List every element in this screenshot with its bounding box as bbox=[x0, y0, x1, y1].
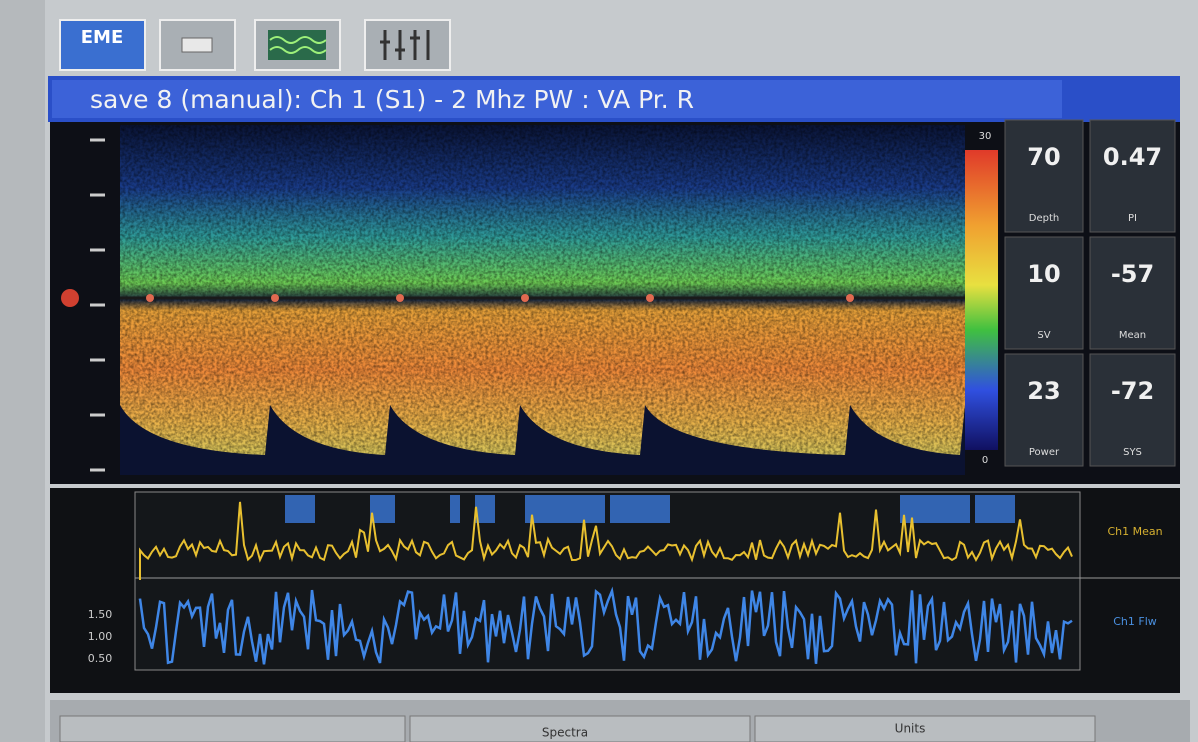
marker bbox=[271, 294, 279, 302]
scale-label: 0.50 bbox=[88, 652, 113, 665]
marker bbox=[396, 294, 404, 302]
event-bar bbox=[975, 495, 1015, 523]
trend bbox=[138, 495, 1073, 665]
footer-tab-label: Units bbox=[895, 722, 926, 736]
spectrogram-noise bbox=[120, 125, 965, 475]
colorbar bbox=[965, 150, 998, 450]
toolbar-button[interactable] bbox=[59, 19, 146, 71]
readout-value: -72 bbox=[1111, 377, 1154, 405]
footer-tab[interactable] bbox=[59, 715, 406, 742]
icon bbox=[269, 36, 327, 54]
marker bbox=[521, 294, 529, 302]
event-bar bbox=[525, 495, 605, 523]
marker bbox=[646, 294, 654, 302]
colorbar-min: 0 bbox=[982, 455, 988, 466]
footer-tab[interactable] bbox=[754, 715, 1096, 742]
event-bar bbox=[475, 495, 495, 523]
event-bar bbox=[285, 495, 315, 523]
readout-value: 0.47 bbox=[1103, 143, 1162, 171]
marker bbox=[846, 294, 854, 302]
event-bar bbox=[610, 495, 670, 523]
header-title: save 8 (manual): Ch 1 (S1) - 2 Mhz PW : … bbox=[90, 85, 694, 114]
flow-trace bbox=[138, 586, 1073, 665]
readout-cell bbox=[1089, 236, 1176, 350]
footer-tab[interactable] bbox=[409, 715, 751, 742]
baseline-marker bbox=[61, 289, 79, 307]
readout-cell bbox=[1089, 119, 1176, 233]
readout-label: Power bbox=[1029, 447, 1060, 458]
readout-cell bbox=[1004, 236, 1084, 350]
event-bar bbox=[370, 495, 395, 523]
readout-label: Depth bbox=[1029, 213, 1059, 224]
scale-label: 1.50 bbox=[88, 608, 113, 621]
readout-value: 70 bbox=[1027, 143, 1060, 171]
readout-label: SYS bbox=[1123, 447, 1142, 458]
envelope bbox=[120, 405, 965, 475]
left-strip bbox=[0, 0, 45, 742]
logo: EME bbox=[81, 27, 124, 48]
event-bar bbox=[450, 495, 460, 523]
readout-label: Mean bbox=[1119, 330, 1146, 341]
colorbar-max: 30 bbox=[979, 131, 992, 142]
scale-label: 1.00 bbox=[88, 630, 113, 643]
readout-cell bbox=[1004, 353, 1084, 467]
trend-label: Ch1 Flw bbox=[1113, 615, 1157, 628]
header-title-box bbox=[52, 80, 1062, 118]
readout-label: PI bbox=[1128, 213, 1137, 224]
axis bbox=[90, 138, 854, 472]
trend-scale: 1.50 1.00 0.50 bbox=[88, 608, 113, 665]
marker bbox=[146, 294, 154, 302]
icon bbox=[181, 37, 213, 53]
icon bbox=[268, 30, 326, 60]
mean-trace bbox=[139, 501, 1073, 580]
event-bar bbox=[900, 495, 970, 523]
readout-value: 10 bbox=[1027, 260, 1060, 288]
footer-tab-label: Spectra bbox=[542, 726, 588, 740]
icon bbox=[380, 30, 430, 60]
toolbar-button[interactable] bbox=[364, 19, 451, 71]
readout-value: 23 bbox=[1027, 377, 1060, 405]
readout-label: SV bbox=[1037, 330, 1050, 341]
readouts: 70 Depth 0.47 PI 10 SV -57 Mean 23 Power -72 SYS bbox=[1004, 119, 1176, 467]
trend-label: Ch1 Mean bbox=[1107, 525, 1162, 538]
readout-cell bbox=[1089, 353, 1176, 467]
readout-value: -57 bbox=[1111, 260, 1154, 288]
readout-cell bbox=[1004, 119, 1084, 233]
